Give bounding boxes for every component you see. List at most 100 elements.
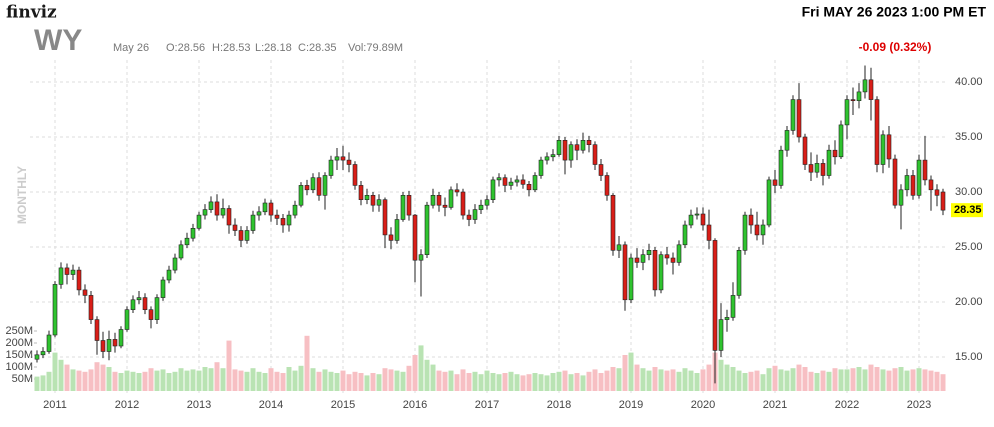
candle-body [550, 154, 556, 158]
volume-bar [706, 364, 712, 391]
volume-bar [490, 373, 496, 391]
candle-body [874, 99, 880, 165]
candle-body [484, 199, 490, 206]
volume-bar [370, 373, 376, 391]
candle-body [748, 214, 754, 226]
candle-body [706, 224, 712, 241]
x-tick-label: 2020 [691, 399, 715, 411]
volume-bar [424, 359, 430, 391]
x-tick-label: 2014 [259, 399, 283, 411]
volume-bar [238, 370, 244, 391]
volume-bar [388, 369, 394, 391]
ohlc-close: C:28.35 [298, 42, 337, 54]
candle-body [406, 195, 412, 216]
volume-bar [118, 373, 124, 391]
volume-bar [250, 368, 256, 391]
x-tick-label: 2019 [619, 399, 643, 411]
candle-body [136, 297, 142, 301]
volume-bar [334, 373, 340, 391]
volume-bar [442, 371, 448, 391]
volume-bar [496, 374, 502, 391]
candle-body [934, 189, 940, 196]
volume-bar [274, 371, 280, 391]
candle-body [562, 140, 568, 161]
volume-bar [910, 369, 916, 391]
volume-bar [76, 370, 82, 391]
volume-bar [550, 373, 556, 391]
volume-bar [130, 371, 136, 391]
candle-body [472, 209, 478, 220]
ohlc-high: H:28.53 [212, 42, 251, 54]
volume-bar [934, 371, 940, 391]
candle-body [130, 299, 136, 310]
volume-bar [634, 364, 640, 391]
candle-body [856, 91, 862, 102]
candle-body [640, 254, 646, 263]
candle-body [262, 202, 268, 213]
volume-bar [160, 369, 166, 391]
candle-body [916, 159, 922, 196]
candle-body [790, 99, 796, 131]
candle-body [394, 219, 400, 241]
volume-bar [856, 367, 862, 391]
candle-body [892, 158, 898, 206]
candle-body [820, 163, 826, 176]
candle-body [862, 79, 868, 93]
volume-bar [826, 371, 832, 391]
volume-bar [184, 370, 190, 391]
candle-body [82, 289, 88, 296]
x-tick-label: 2023 [907, 399, 931, 411]
candle-body [754, 224, 760, 236]
volume-bar [868, 364, 874, 391]
candle-body [250, 214, 256, 231]
volume-bar [586, 371, 592, 391]
ticker: WY [34, 24, 82, 57]
volume-bar [664, 370, 670, 391]
volume-bar [544, 375, 550, 391]
ohlc-open: O:28.56 [166, 42, 205, 54]
volume-bar [616, 368, 622, 391]
candle-body [76, 269, 82, 291]
volume-bar [820, 370, 826, 391]
candle-body [46, 334, 52, 352]
volume-bar [280, 373, 286, 391]
volume-bar [604, 370, 610, 391]
volume-bar [574, 373, 580, 391]
candle-body [160, 279, 166, 298]
volume-bar [406, 365, 412, 391]
candle-body [268, 202, 274, 216]
candle-body [730, 295, 736, 318]
candle-body [202, 209, 208, 216]
volume-bar [232, 369, 238, 391]
volume-bar [268, 368, 274, 391]
volume-bar [316, 371, 322, 391]
candle-body [58, 267, 64, 285]
x-tick-label: 2017 [475, 399, 499, 411]
last-price-badge [951, 203, 983, 218]
candle-body [592, 144, 598, 165]
candle-body [658, 254, 664, 291]
candle-body [676, 244, 682, 263]
volume-bar [904, 370, 910, 391]
x-tick-label: 2011 [43, 399, 67, 411]
candle-body [814, 163, 820, 173]
volume-bar [100, 364, 106, 391]
candle-body [622, 244, 628, 301]
candle-body [526, 184, 532, 191]
candle-body [802, 136, 808, 165]
volume-bar [502, 373, 508, 391]
candle-body [178, 244, 184, 259]
candle-body [358, 185, 364, 200]
candle-body [232, 224, 238, 231]
volume-bar [460, 369, 466, 391]
volume-bar [568, 374, 574, 391]
candle-body [364, 195, 370, 201]
volume-bar [166, 373, 172, 391]
candle-body [388, 234, 394, 241]
candle-body [760, 224, 766, 236]
timeframe: MONTHLY [15, 166, 29, 224]
x-tick-label: 2015 [331, 399, 355, 411]
y-tick-label: 25.00 [955, 241, 983, 253]
logo[interactable]: finviz [6, 3, 57, 23]
